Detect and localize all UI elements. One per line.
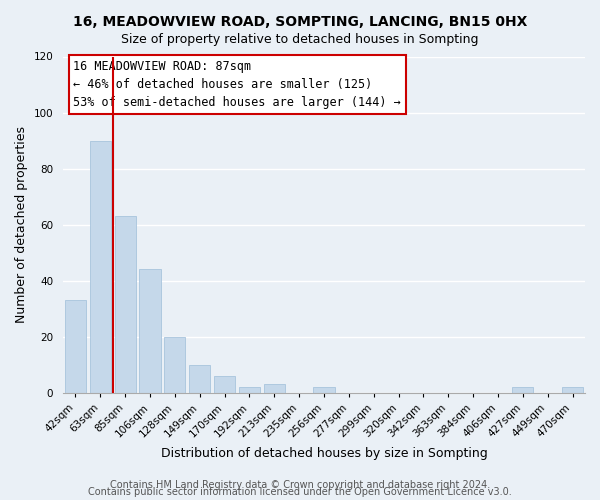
Bar	[139, 270, 161, 393]
Bar	[512, 387, 533, 393]
Bar	[562, 387, 583, 393]
Bar	[239, 387, 260, 393]
Y-axis label: Number of detached properties: Number of detached properties	[15, 126, 28, 323]
Bar	[189, 365, 210, 393]
Text: Contains public sector information licensed under the Open Government Licence v3: Contains public sector information licen…	[88, 487, 512, 497]
Bar	[313, 387, 335, 393]
Text: Size of property relative to detached houses in Sompting: Size of property relative to detached ho…	[121, 32, 479, 46]
Text: Contains HM Land Registry data © Crown copyright and database right 2024.: Contains HM Land Registry data © Crown c…	[110, 480, 490, 490]
Bar	[115, 216, 136, 393]
Bar	[90, 140, 111, 393]
Bar	[164, 336, 185, 393]
Text: 16, MEADOWVIEW ROAD, SOMPTING, LANCING, BN15 0HX: 16, MEADOWVIEW ROAD, SOMPTING, LANCING, …	[73, 15, 527, 29]
Bar	[214, 376, 235, 393]
Text: 16 MEADOWVIEW ROAD: 87sqm
← 46% of detached houses are smaller (125)
53% of semi: 16 MEADOWVIEW ROAD: 87sqm ← 46% of detac…	[73, 60, 401, 109]
X-axis label: Distribution of detached houses by size in Sompting: Distribution of detached houses by size …	[161, 447, 487, 460]
Bar	[65, 300, 86, 393]
Bar	[264, 384, 285, 393]
